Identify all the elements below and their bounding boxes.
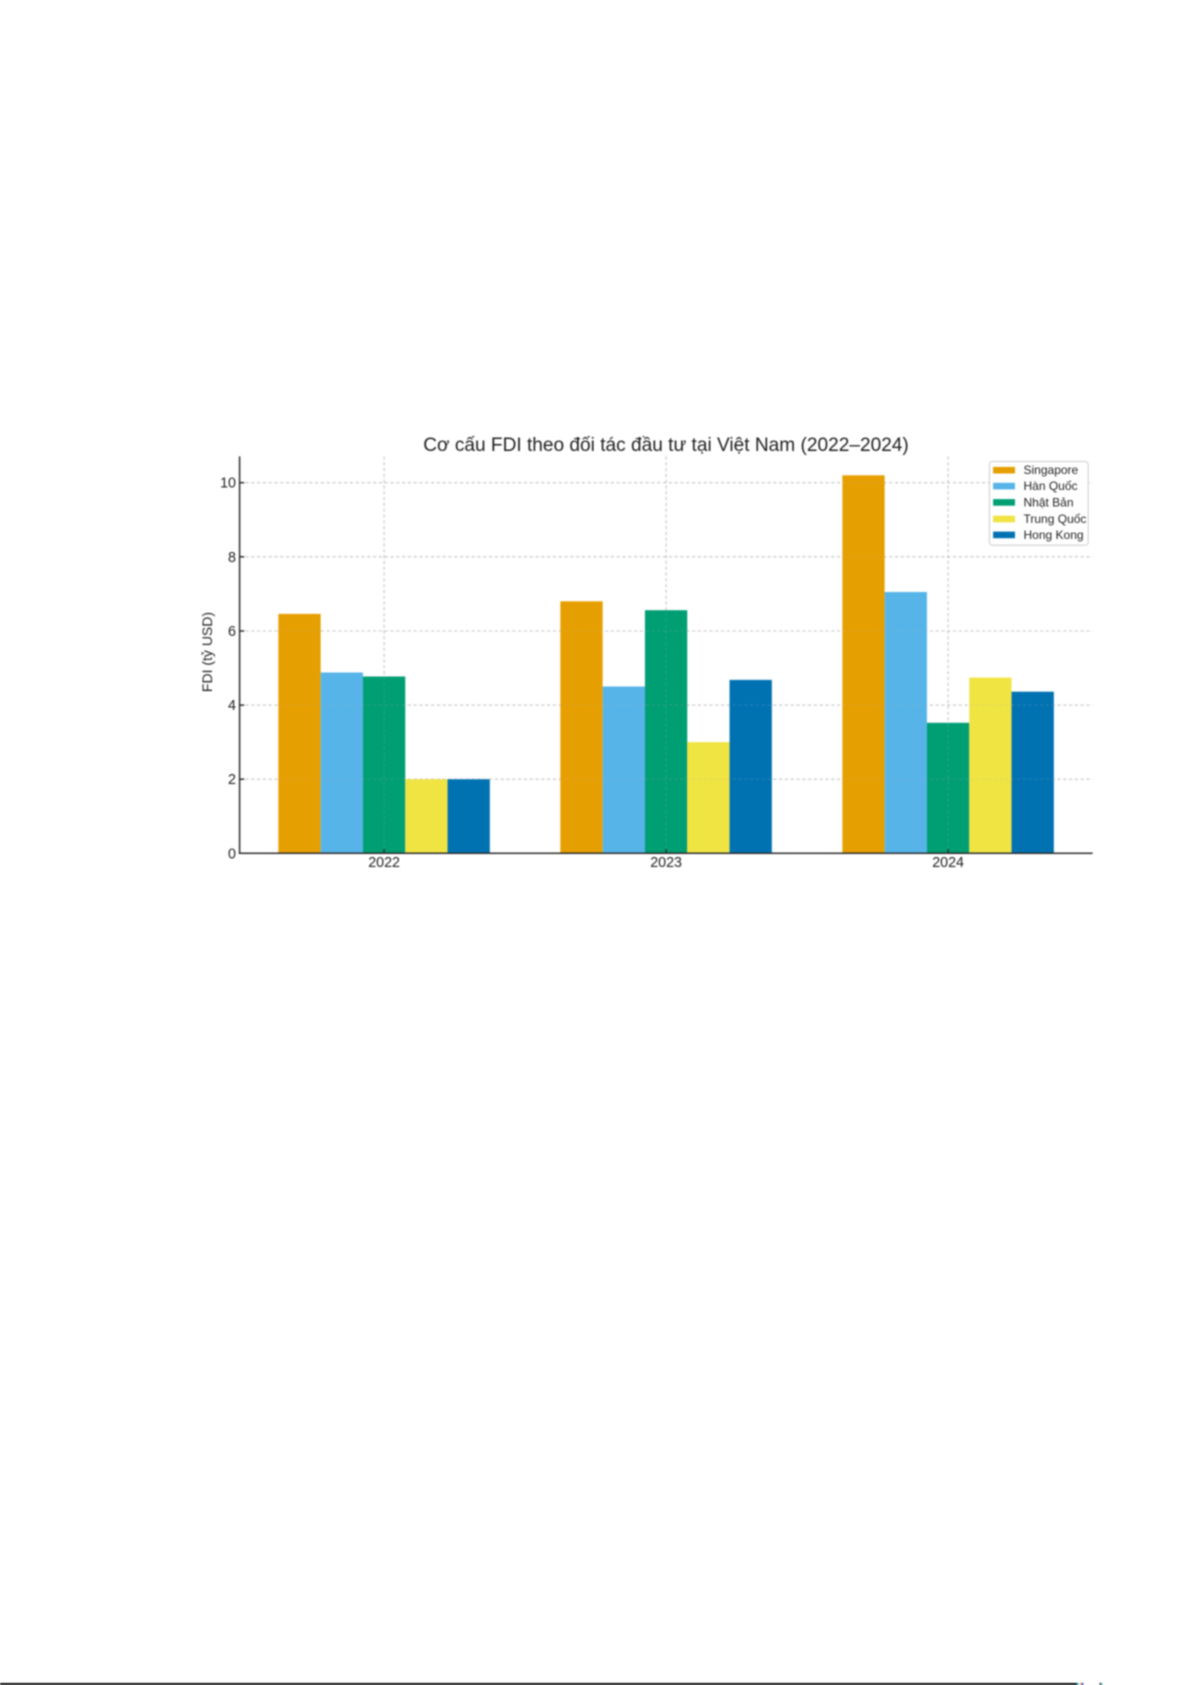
svg-text:Singapore: Singapore: [1024, 463, 1079, 477]
svg-text:Hong Kong: Hong Kong: [1024, 528, 1084, 542]
svg-text:2022: 2022: [368, 855, 400, 871]
svg-text:2023: 2023: [650, 855, 682, 871]
svg-text:Hàn Quốc: Hàn Quốc: [1024, 479, 1078, 493]
svg-text:Cơ cấu FDI theo đối tác đầu tư: Cơ cấu FDI theo đối tác đầu tư tại Việt …: [423, 435, 909, 456]
svg-text:4: 4: [228, 698, 236, 714]
svg-text:6: 6: [228, 624, 236, 640]
svg-text:8: 8: [228, 550, 236, 566]
svg-text:10: 10: [220, 476, 236, 492]
svg-text:2024: 2024: [932, 855, 964, 871]
svg-text:Nhật Bản: Nhật Bản: [1024, 495, 1074, 509]
svg-text:0: 0: [228, 846, 236, 862]
svg-text:2: 2: [228, 772, 236, 788]
svg-text:FDI (tỷ USD): FDI (tỷ USD): [199, 612, 215, 692]
svg-text:Trung Quốc: Trung Quốc: [1024, 512, 1087, 526]
